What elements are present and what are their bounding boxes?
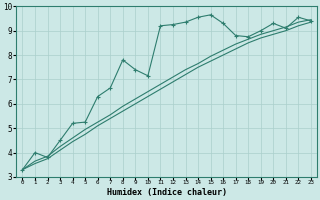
- X-axis label: Humidex (Indice chaleur): Humidex (Indice chaleur): [107, 188, 227, 197]
